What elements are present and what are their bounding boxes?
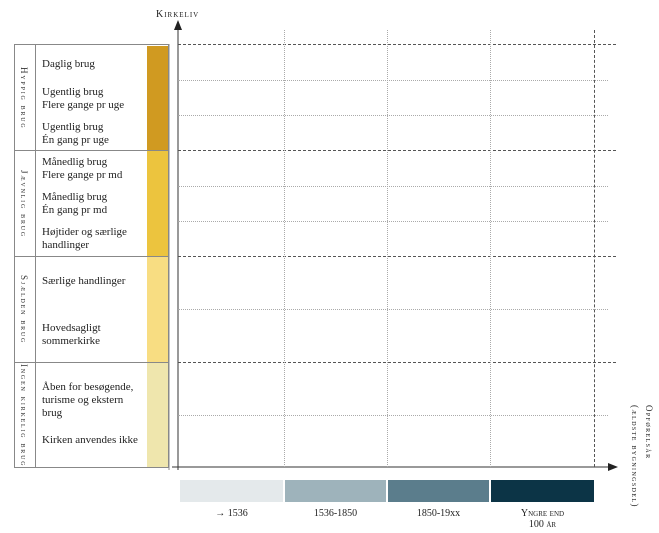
x-axis-label: Opførelsår (ældste bygningsdel) — [620, 405, 659, 515]
grid-group-line — [178, 256, 616, 257]
grid-row-line — [178, 115, 608, 116]
color-band-jaevnlig — [147, 151, 168, 256]
age-label-1850-19xx: 1850-19xx — [416, 508, 461, 519]
grid-group-line — [178, 150, 616, 151]
x-axis-label-line1: Opførelsår — [644, 405, 654, 460]
age-label-pre-1536: → 1536 — [215, 508, 248, 519]
age-bar-under-100 — [491, 480, 594, 502]
row-label-ugentlig-en: Ugentlig brug Én gang pr uge — [42, 121, 109, 146]
color-band-ingen — [147, 363, 168, 467]
grid-column-line — [284, 30, 285, 467]
group-separator — [14, 256, 169, 257]
age-label-under-100: Yngre end 100 år — [520, 508, 565, 530]
age-bar-1850-19xx — [388, 480, 489, 502]
grid-column-line — [490, 30, 491, 467]
row-label-sommerkirke: Hovedsagligt sommerkirke — [42, 322, 101, 347]
age-label-1536-1850: 1536-1850 — [313, 508, 358, 519]
group-separator — [14, 150, 169, 151]
row-label-daglig: Daglig brug — [42, 58, 95, 70]
grid-row-line — [178, 415, 608, 416]
grid-row-line — [178, 186, 608, 187]
color-band-hyppig — [147, 46, 168, 150]
grid-row-line — [178, 309, 608, 310]
age-bar-1536-1850 — [285, 480, 386, 502]
grid-group-line — [178, 362, 616, 363]
grid-row-line — [178, 221, 608, 222]
row-label-maanedlig-flere: Månedlig brug Flere gange pr md — [42, 156, 123, 181]
x-axis-label-line2: (ældste bygningsdel) — [630, 405, 640, 508]
row-label-maanedlig-en: Månedlig brug Én gang pr md — [42, 191, 108, 216]
grid-column-line — [387, 30, 388, 467]
grid-row-line — [178, 80, 608, 81]
row-label-ugentlig-flere: Ugentlig brug Flere gange pr uge — [42, 86, 125, 111]
row-label-anvendes-ikke: Kirken anvendes ikke — [42, 434, 138, 446]
grid-group-line — [178, 44, 616, 45]
y-axis-label: Kirkeliv — [156, 9, 200, 20]
group-label-jaevnlig: Jævnlig brug — [19, 169, 29, 239]
group-separator — [14, 362, 169, 363]
color-band-sjaelden — [147, 257, 168, 362]
x-axis-arrow — [608, 463, 618, 471]
group-label-sjaelden: Sjælden brug — [19, 275, 29, 345]
grid-column-line-end — [594, 30, 595, 467]
row-label-aaben: Åben for besøgende, turisme og ekstern b… — [42, 381, 134, 419]
group-label-ingen: Ingen kirkelig brug — [19, 364, 29, 468]
y-axis-arrow — [174, 20, 182, 30]
group-label-hyppig: Hyppig brug — [19, 66, 29, 130]
age-bar-pre-1536 — [180, 480, 283, 502]
row-label-hoejtider: Højtider og særlige handlinger — [42, 226, 127, 251]
row-label-saerlige: Særlige handlinger — [42, 275, 126, 287]
